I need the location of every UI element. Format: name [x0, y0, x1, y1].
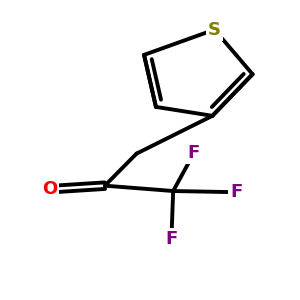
Text: S: S [208, 21, 221, 39]
Text: F: F [165, 230, 178, 248]
Text: O: O [42, 180, 57, 198]
Text: F: F [188, 144, 200, 162]
Text: F: F [230, 183, 242, 201]
